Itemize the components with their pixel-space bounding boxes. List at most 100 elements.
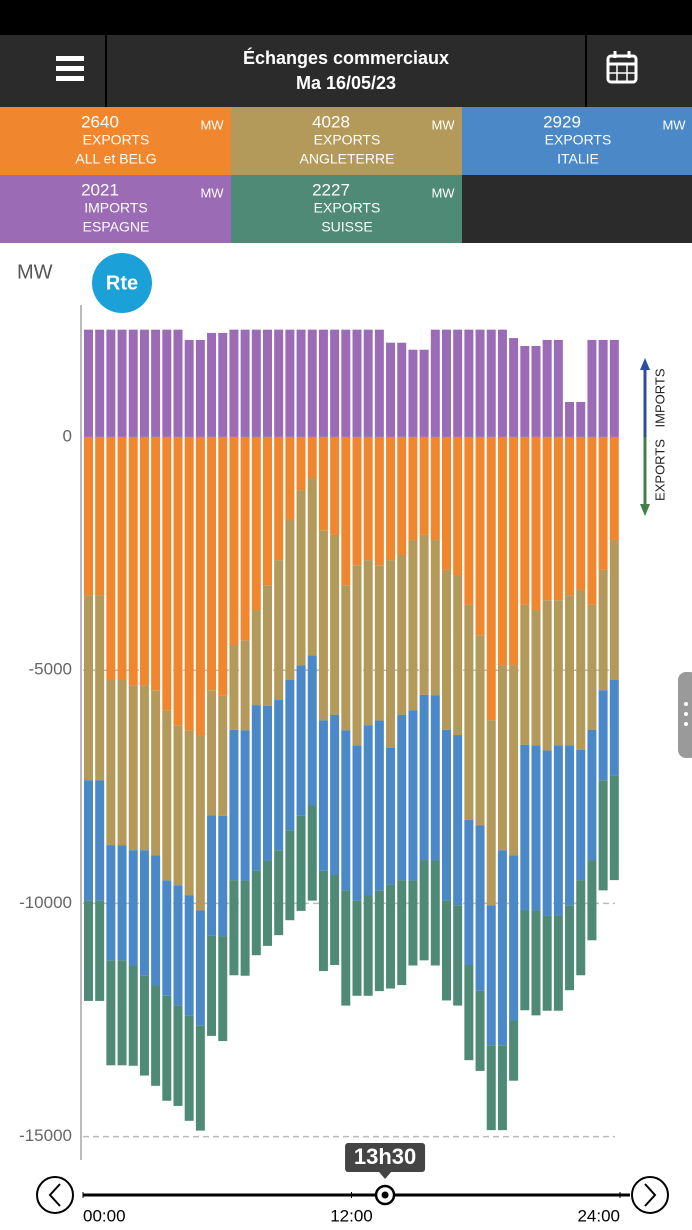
bar — [386, 748, 396, 885]
bar — [229, 880, 239, 976]
bar — [531, 345, 541, 437]
bar — [531, 436, 541, 611]
tile-kind: IMPORTS — [84, 200, 148, 216]
bar — [296, 490, 306, 666]
bar — [374, 720, 384, 891]
bar — [397, 554, 407, 715]
bar — [106, 679, 116, 846]
tile-kind: EXPORTS — [545, 132, 612, 148]
bar — [162, 436, 172, 711]
header — [0, 35, 692, 107]
menu-button[interactable] — [56, 56, 84, 81]
tile-kind: EXPORTS — [314, 200, 381, 216]
bar — [106, 845, 116, 961]
tile-name: ALL et BELG — [75, 151, 156, 167]
bar — [184, 436, 194, 731]
bar — [374, 329, 384, 437]
bar — [453, 905, 463, 1006]
bar — [442, 329, 451, 437]
menu-bar — [56, 76, 84, 81]
bar — [475, 436, 485, 636]
side-handle[interactable] — [678, 672, 692, 758]
bar — [475, 990, 485, 1071]
bar — [352, 436, 362, 566]
bar — [386, 436, 396, 561]
tile[interactable] — [462, 107, 692, 175]
bar — [464, 965, 474, 1061]
bar — [497, 850, 507, 1046]
tile[interactable] — [231, 107, 462, 175]
bar — [95, 436, 105, 596]
cursor-label: 13h30 — [354, 1144, 416, 1169]
bar — [128, 685, 138, 851]
calendar-button[interactable] — [606, 51, 638, 84]
bar — [509, 436, 519, 666]
tile[interactable] — [0, 107, 231, 175]
bar — [565, 745, 575, 906]
bar — [386, 342, 396, 437]
bar — [139, 850, 149, 976]
tile-name: ANGLETERRE — [300, 151, 395, 167]
header-date: Ma 16/05/23 — [296, 73, 396, 93]
tile[interactable] — [0, 175, 231, 243]
bar — [542, 750, 552, 916]
bar — [139, 329, 149, 437]
bar — [218, 936, 228, 1042]
bar — [218, 815, 228, 937]
tile[interactable] — [231, 175, 462, 243]
bar — [609, 436, 619, 541]
y-tick-label: -10000 — [19, 893, 72, 912]
bar — [117, 845, 127, 961]
bar — [520, 345, 530, 437]
bar — [576, 589, 586, 750]
bar — [363, 560, 373, 726]
bar — [173, 436, 183, 726]
bar — [207, 332, 217, 437]
bar — [497, 436, 507, 666]
bar — [251, 870, 261, 956]
bar — [587, 604, 597, 730]
bar — [419, 436, 429, 535]
menu-bar — [56, 66, 84, 71]
prev-button[interactable] — [36, 1176, 74, 1214]
bar — [285, 519, 295, 680]
bar — [419, 860, 429, 961]
y-tick-label: -5000 — [29, 660, 72, 679]
bar — [553, 745, 563, 916]
bar — [397, 880, 407, 986]
bar — [442, 729, 451, 901]
bar — [307, 477, 317, 656]
prev-circle — [36, 1176, 74, 1214]
bar — [553, 600, 563, 746]
bar — [408, 540, 418, 711]
bar — [229, 729, 239, 881]
bar — [184, 339, 194, 437]
bar — [609, 679, 619, 776]
bar — [195, 1025, 205, 1131]
bar — [576, 401, 586, 437]
bar — [318, 870, 328, 972]
bar — [318, 530, 328, 721]
cursor-label-box — [345, 1143, 426, 1172]
bar — [151, 436, 161, 691]
bar — [587, 436, 597, 605]
bar — [139, 436, 149, 686]
bar — [263, 860, 272, 946]
bar — [307, 655, 317, 806]
tile-kind: EXPORTS — [83, 132, 150, 148]
bar — [240, 436, 250, 641]
exports-label: EXPORTS — [652, 439, 667, 501]
bar — [285, 436, 295, 520]
next-button[interactable] — [631, 1176, 669, 1214]
bar — [173, 725, 183, 886]
bar — [307, 436, 317, 478]
bar — [162, 880, 172, 996]
bar — [162, 710, 172, 881]
tile-value: 4028 — [312, 112, 350, 131]
bar — [430, 540, 440, 696]
bar — [531, 745, 541, 911]
bar — [486, 436, 496, 721]
bar — [542, 915, 552, 1011]
bar — [229, 436, 239, 646]
